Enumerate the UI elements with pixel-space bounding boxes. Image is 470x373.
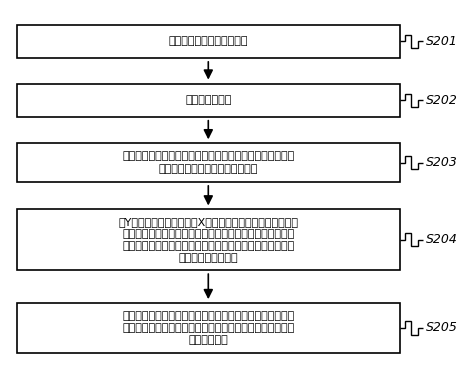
Bar <box>17 25 400 58</box>
Text: S202: S202 <box>425 94 457 107</box>
Text: S203: S203 <box>425 156 457 169</box>
Text: S201: S201 <box>425 35 457 48</box>
Text: 的正中心位置，拍照获得图像数据: 的正中心位置，拍照获得图像数据 <box>158 164 258 174</box>
Text: 配置十字标定板: 配置十字标定板 <box>185 95 232 105</box>
Text: 沿Y轴的负方向或正方向，X轴的正方向或负方向移动预设距: 沿Y轴的负方向或正方向，X轴的正方向或负方向移动预设距 <box>118 217 298 226</box>
Bar <box>17 303 400 353</box>
Bar <box>17 143 400 182</box>
Text: 将十字标定板置于切割平面上，并移动激光头到十字标定板: 将十字标定板置于切割平面上，并移动激光头到十字标定板 <box>122 151 294 161</box>
Text: 算出黑色十字的中心坐标，并解析出视觉套件安装过程中导: 算出黑色十字的中心坐标，并解析出视觉套件安装过程中导 <box>122 323 294 333</box>
Text: 以正中心位置为基准，根据预设的宽数据和高数据，获取图: 以正中心位置为基准，根据预设的宽数据和高数据，获取图 <box>122 241 294 251</box>
Bar <box>17 84 400 117</box>
Text: S205: S205 <box>425 322 457 335</box>
Bar <box>17 210 400 270</box>
Text: 致的偏差角度: 致的偏差角度 <box>188 335 228 345</box>
Text: 提取感兴趣区域的黑色十字像素点，基于黑色十字像素点计: 提取感兴趣区域的黑色十字像素点，基于黑色十字像素点计 <box>122 311 294 320</box>
Text: S204: S204 <box>425 233 457 246</box>
Text: 将视觉套件安装在激光头上: 将视觉套件安装在激光头上 <box>169 36 248 46</box>
Text: 像数据的感兴趣区域: 像数据的感兴趣区域 <box>179 253 238 263</box>
Text: 离后，对十字标定板的正中心位置进行拍照获得图像数据，: 离后，对十字标定板的正中心位置进行拍照获得图像数据， <box>122 229 294 239</box>
